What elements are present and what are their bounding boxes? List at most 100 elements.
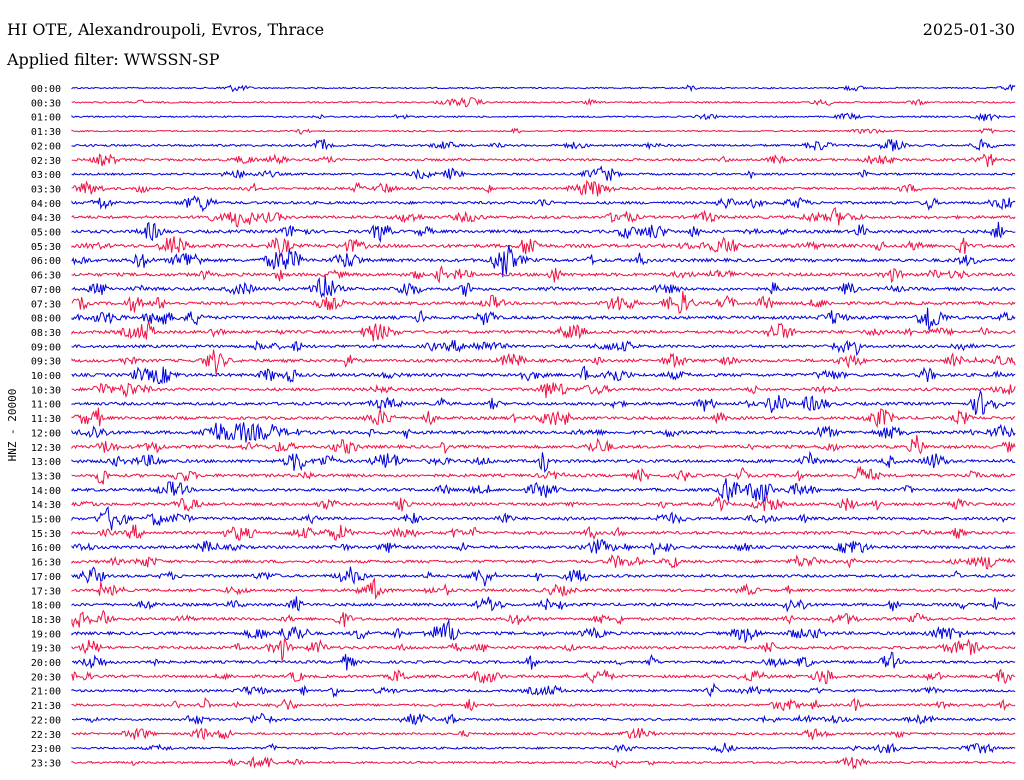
time-tick-label: 01:00 (31, 113, 61, 124)
trace-line (71, 712, 1016, 726)
time-tick-label: 23:30 (31, 758, 61, 769)
trace-line (71, 566, 1016, 587)
trace-line (71, 206, 1016, 228)
trace-line (71, 422, 1016, 443)
time-tick-label: 15:00 (31, 515, 61, 526)
trace-line (71, 195, 1016, 213)
time-tick-label: 06:00 (31, 256, 61, 267)
time-tick-label: 16:00 (31, 543, 61, 554)
trace-line (71, 478, 1016, 504)
trace-line (71, 291, 1016, 314)
trace-line (71, 596, 1016, 613)
time-tick-label: 09:00 (31, 342, 61, 353)
trace-line (71, 494, 1016, 513)
trace-line (71, 505, 1016, 531)
trace-line (71, 742, 1016, 754)
trace-line (71, 307, 1016, 331)
trace-line (71, 236, 1016, 258)
time-tick-label: 13:00 (31, 457, 61, 468)
trace-line (71, 407, 1016, 429)
date-label: 2025-01-30 (922, 20, 1015, 39)
filter-label: Applied filter: WWSSN-SP (7, 50, 220, 69)
time-tick-label: 07:30 (31, 299, 61, 310)
time-tick-label: 14:30 (31, 500, 61, 511)
time-tick-label: 06:30 (31, 271, 61, 282)
time-tick-label: 23:00 (31, 744, 61, 755)
time-tick-label: 04:30 (31, 213, 61, 224)
trace-line (71, 321, 1016, 342)
time-tick-label: 09:30 (31, 357, 61, 368)
time-tick-label: 08:30 (31, 328, 61, 339)
trace-line (71, 365, 1016, 385)
trace-line (71, 339, 1016, 357)
time-tick-label: 16:30 (31, 558, 61, 569)
time-tick-label: 19:00 (31, 629, 61, 640)
time-tick-label: 17:30 (31, 586, 61, 597)
time-tick-label: 03:00 (31, 170, 61, 181)
trace-line (71, 153, 1016, 168)
time-tick-label: 21:30 (31, 701, 61, 712)
trace-line (71, 755, 1016, 770)
trace-line (71, 651, 1016, 671)
time-tick-label: 10:30 (31, 385, 61, 396)
time-tick-label: 11:00 (31, 400, 61, 411)
time-tick-label: 05:30 (31, 242, 61, 253)
time-tick-label: 10:00 (31, 371, 61, 382)
trace-line (71, 696, 1016, 712)
trace-line (71, 539, 1016, 556)
time-tick-label: 18:30 (31, 615, 61, 626)
trace-line (71, 524, 1016, 541)
time-tick-label: 14:00 (31, 486, 61, 497)
time-tick-label: 22:00 (31, 715, 61, 726)
trace-line (71, 349, 1016, 374)
time-tick-label: 21:00 (31, 687, 61, 698)
time-tick-label: 15:30 (31, 529, 61, 540)
time-tick-label: 05:00 (31, 228, 61, 239)
station-title: HI OTE, Alexandroupoli, Evros, Thrace (7, 20, 325, 39)
trace-line (71, 637, 1016, 661)
trace-line (71, 434, 1016, 455)
time-tick-label: 07:00 (31, 285, 61, 296)
time-tick-label: 22:30 (31, 730, 61, 741)
trace-line (71, 221, 1016, 243)
trace-line (71, 382, 1016, 399)
time-tick-label: 08:00 (31, 314, 61, 325)
trace-line (71, 179, 1016, 197)
time-tick-label: 13:30 (31, 471, 61, 482)
trace-line (71, 450, 1016, 474)
time-tick-label: 04:00 (31, 199, 61, 210)
trace-line (71, 264, 1016, 284)
time-tick-label: 03:30 (31, 184, 61, 195)
trace-line (71, 682, 1016, 698)
trace-line (71, 83, 1016, 93)
trace-line (71, 138, 1016, 152)
time-tick-label: 12:00 (31, 428, 61, 439)
time-tick-label: 18:00 (31, 601, 61, 612)
time-tick-label: 19:30 (31, 644, 61, 655)
time-tick-label: 02:30 (31, 156, 61, 167)
time-tick-label: 12:30 (31, 443, 61, 454)
time-tick-label: 01:30 (31, 127, 61, 138)
trace-line (71, 618, 1016, 644)
trace-line (71, 389, 1016, 415)
time-tick-label: 20:30 (31, 672, 61, 683)
trace-line (71, 466, 1016, 485)
trace-line (71, 165, 1016, 181)
trace-line (71, 727, 1016, 741)
time-tick-label: 20:00 (31, 658, 61, 669)
trace-line (71, 609, 1016, 629)
trace-line (71, 96, 1016, 108)
time-tick-label: 00:00 (31, 84, 61, 95)
time-tick-label: 02:00 (31, 141, 61, 152)
trace-line (71, 576, 1016, 600)
time-tick-label: 11:30 (31, 414, 61, 425)
trace-line (71, 127, 1016, 135)
trace-line (71, 244, 1016, 278)
trace-line (71, 553, 1016, 570)
trace-line (71, 668, 1016, 685)
time-tick-label: 17:00 (31, 572, 61, 583)
time-tick-label: 00:30 (31, 98, 61, 109)
trace-line (71, 111, 1016, 122)
trace-line (71, 275, 1016, 299)
